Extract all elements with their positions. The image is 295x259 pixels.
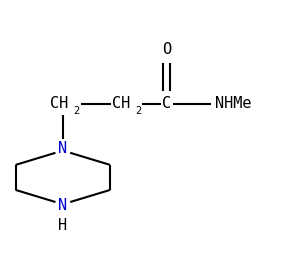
Text: CH: CH (50, 96, 68, 111)
Text: O: O (162, 42, 171, 57)
Text: NHMe: NHMe (215, 96, 252, 111)
Text: CH: CH (112, 96, 130, 111)
Text: 2: 2 (135, 106, 141, 116)
Text: 2: 2 (73, 106, 79, 116)
Text: N: N (58, 141, 67, 156)
Text: C: C (162, 96, 171, 111)
Text: N: N (58, 198, 67, 213)
Text: H: H (58, 218, 67, 233)
